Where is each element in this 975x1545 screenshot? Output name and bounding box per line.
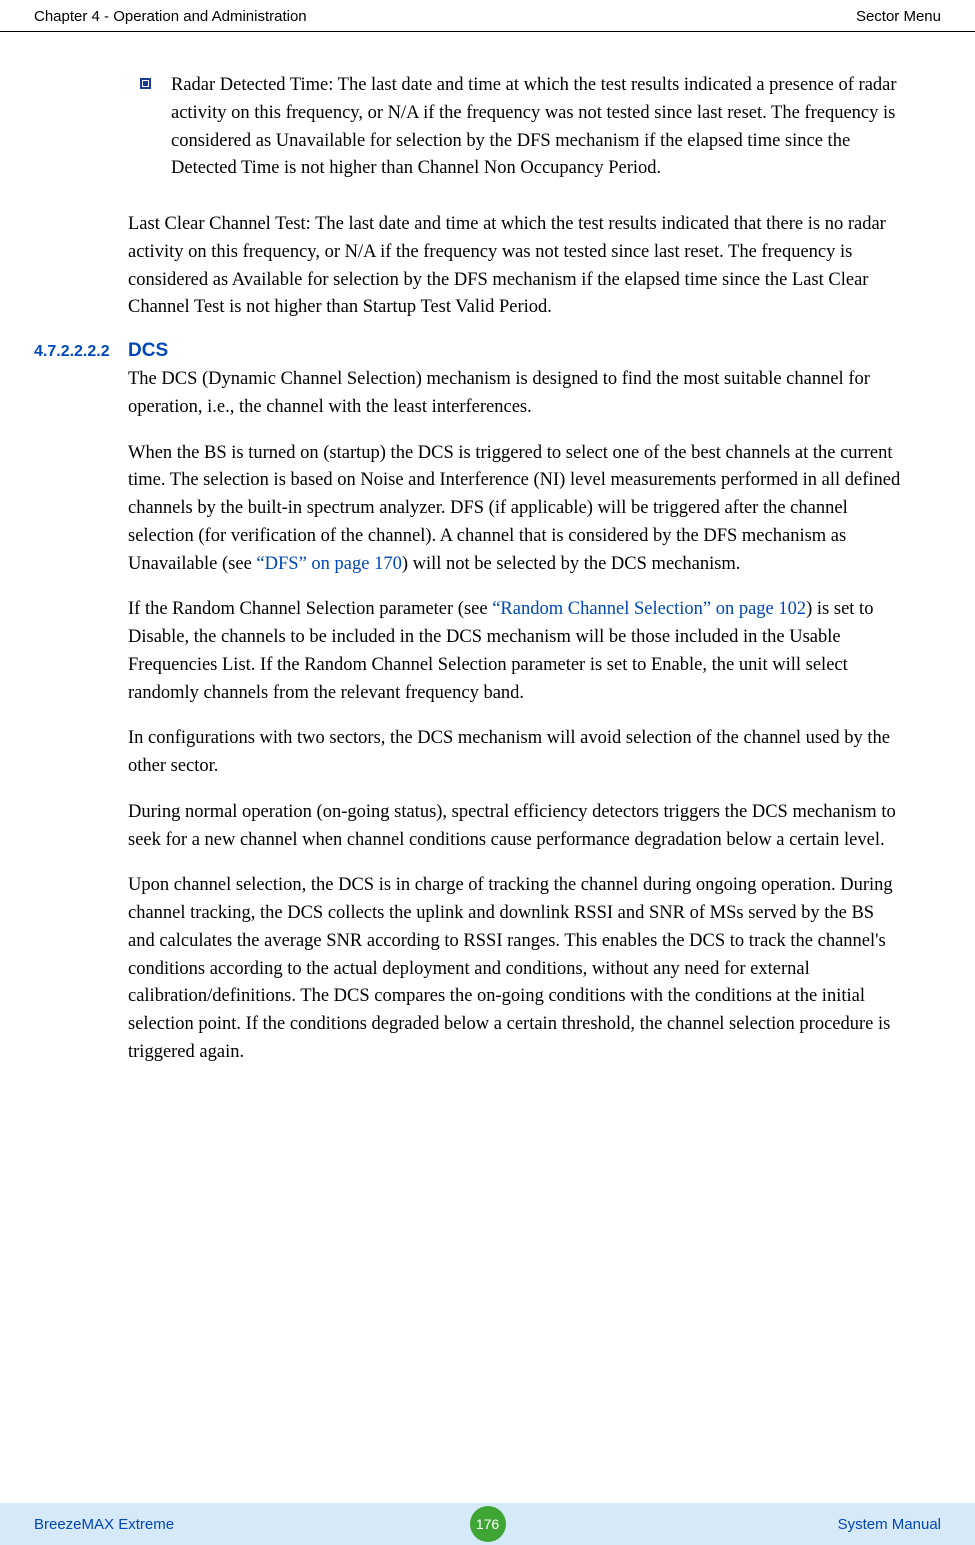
bullet-item: Radar Detected Time: The last date and t…: [140, 72, 905, 183]
paragraph: In configurations with two sectors, the …: [128, 725, 905, 781]
cross-reference-link[interactable]: “Random Channel Selection” on page 102: [492, 599, 806, 619]
page-footer: BreezeMAX Extreme 176 System Manual: [0, 1503, 975, 1545]
page-number-badge: 176: [470, 1506, 506, 1542]
paragraph: Upon channel selection, the DCS is in ch…: [128, 872, 905, 1066]
paragraph: When the BS is turned on (startup) the D…: [128, 440, 905, 579]
text-run: ) will not be selected by the DCS mechan…: [402, 554, 741, 574]
paragraph: If the Random Channel Selection paramete…: [128, 596, 905, 707]
header-left: Chapter 4 - Operation and Administration: [34, 8, 307, 25]
footer-left: BreezeMAX Extreme: [34, 1516, 174, 1533]
text-run: If the Random Channel Selection paramete…: [128, 599, 492, 619]
paragraph: Last Clear Channel Test: The last date a…: [128, 211, 905, 322]
footer-right: System Manual: [838, 1516, 941, 1533]
page-content: Radar Detected Time: The last date and t…: [0, 32, 975, 1067]
page-header: Chapter 4 - Operation and Administration…: [0, 0, 975, 32]
bullet-text: Radar Detected Time: The last date and t…: [171, 72, 905, 183]
section-number: 4.7.2.2.2.2: [34, 343, 128, 361]
cross-reference-link[interactable]: “DFS” on page 170: [256, 554, 401, 574]
paragraph: The DCS (Dynamic Channel Selection) mech…: [128, 366, 905, 422]
header-right: Sector Menu: [856, 8, 941, 25]
section-title: DCS: [128, 340, 168, 362]
paragraph: During normal operation (on-going status…: [128, 799, 905, 855]
section-heading: 4.7.2.2.2.2 DCS: [34, 340, 905, 362]
square-bullet-icon: [140, 78, 151, 89]
